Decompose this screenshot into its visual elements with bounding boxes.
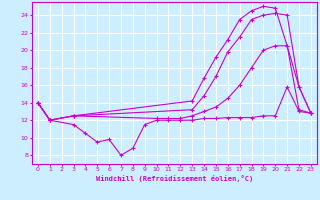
X-axis label: Windchill (Refroidissement éolien,°C): Windchill (Refroidissement éolien,°C) [96,175,253,182]
